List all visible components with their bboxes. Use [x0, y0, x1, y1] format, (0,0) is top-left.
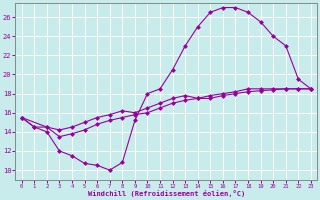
X-axis label: Windchill (Refroidissement éolien,°C): Windchill (Refroidissement éolien,°C) [88, 190, 245, 197]
